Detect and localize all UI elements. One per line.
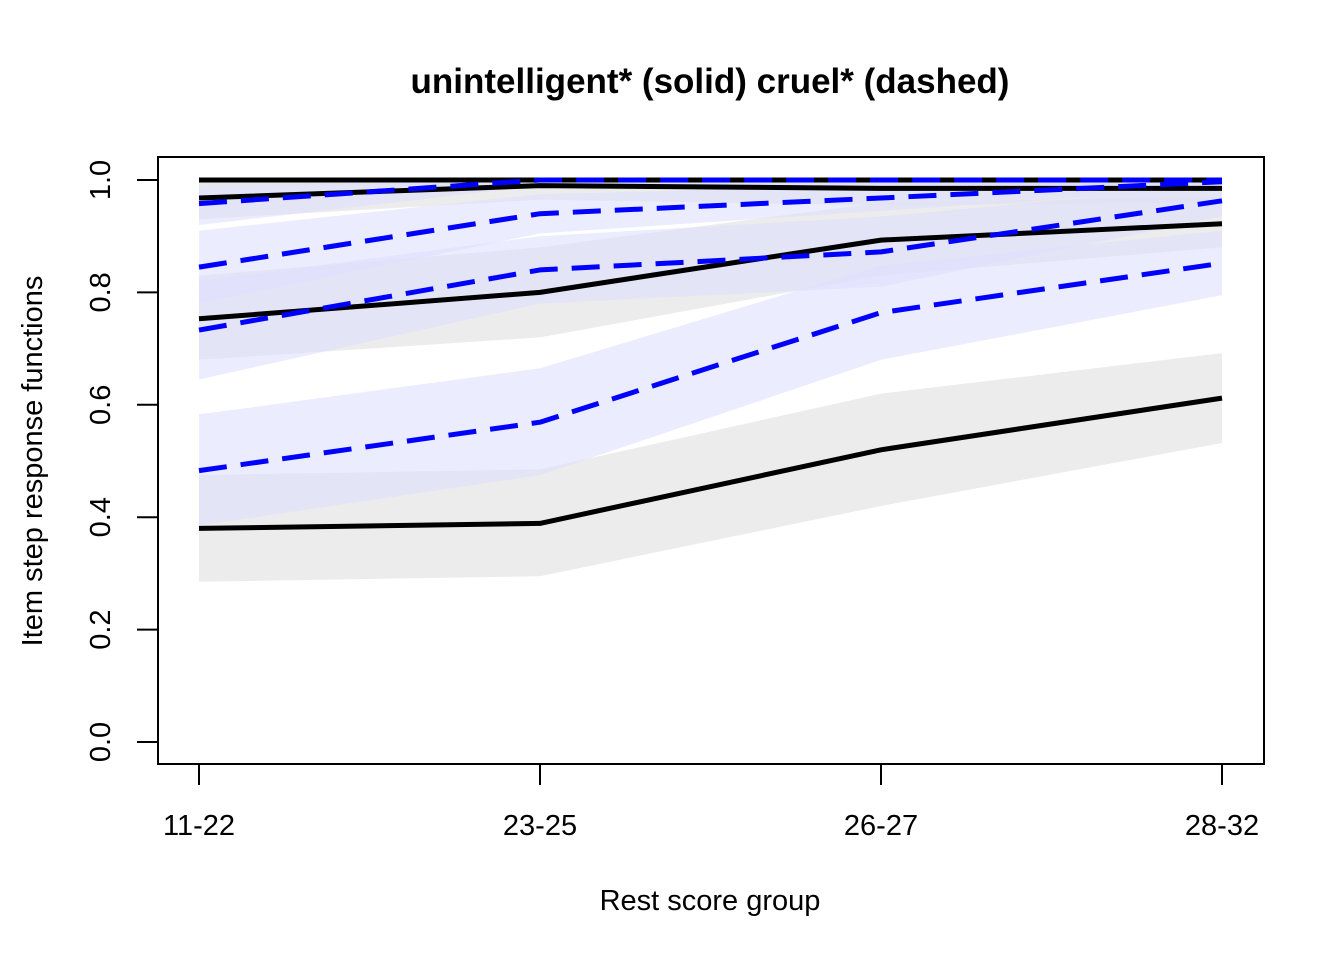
solid-line-3 [198,221,1223,322]
y-axis: 0.0 0.2 0.4 0.6 0.8 1.0 [85,160,159,762]
y-tick-label: 1.0 [85,160,117,200]
chart-title: unintelligent* (solid) cruel* (dashed) [411,62,1010,101]
dashed-line-8 [198,260,1223,474]
x-tick-label: 26-27 [844,810,918,842]
x-axis: 11-22 23-25 26-27 28-32 [163,763,1259,842]
y-tick-label: 0.4 [85,497,117,537]
x-axis-label: Rest score group [600,885,821,917]
x-tick-label: 11-22 [163,810,235,842]
confidence-bands [199,180,1222,582]
y-tick-label: 0.0 [85,722,117,762]
x-tick-label: 23-25 [503,810,577,842]
y-axis-label: Item step response functions [17,276,49,647]
x-tick-label: 28-32 [1185,810,1259,842]
y-tick-label: 0.8 [85,272,117,312]
confidence-band-8 [199,230,1222,526]
series-lines [198,177,1223,531]
dashed-line-6 [198,179,1223,270]
y-tick-label: 0.2 [85,609,117,649]
confidence-band-5 [199,180,1222,225]
solid-line-4 [198,395,1223,531]
dashed-line-7 [198,198,1223,333]
confidence-band-6 [199,180,1222,304]
dashed-line-5 [198,177,1222,207]
y-tick-label: 0.6 [85,385,117,425]
